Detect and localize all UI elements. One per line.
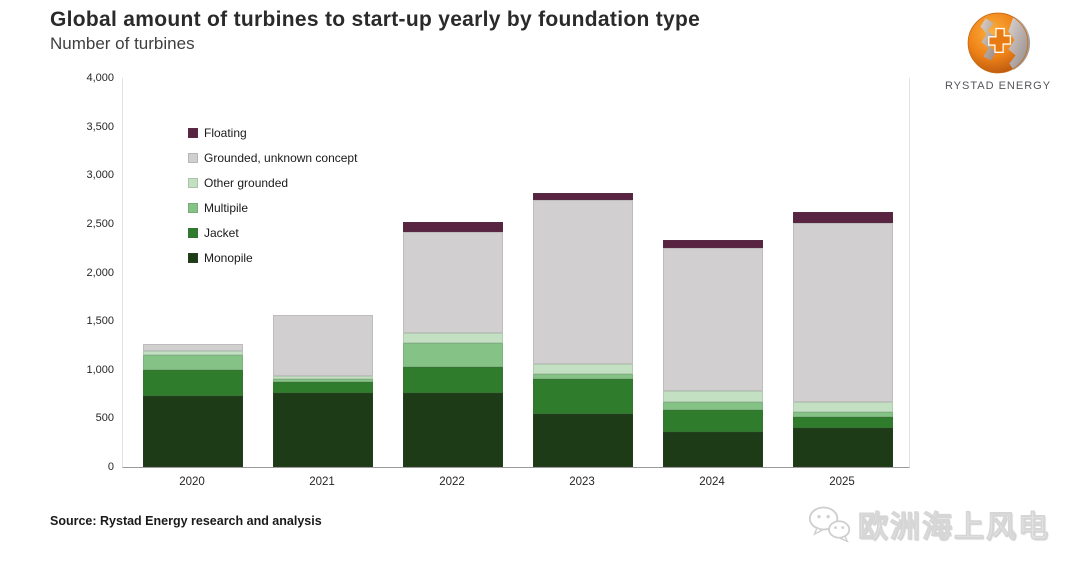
legend-swatch-icon [188, 252, 198, 263]
bar-2023 [533, 78, 633, 467]
bar-2021 [273, 78, 373, 467]
legend-swatch-icon [188, 202, 198, 213]
bar-segment [793, 411, 893, 418]
legend-swatch-icon [188, 227, 198, 238]
bar-segment [663, 240, 763, 249]
y-tick-label: 1,000 [86, 363, 114, 376]
bar-2020 [143, 78, 243, 467]
bar-2024 [663, 78, 763, 467]
page-title: Global amount of turbines to start-up ye… [50, 8, 701, 31]
bar-2025 [793, 78, 893, 467]
source-note: Source: Rystad Energy research and analy… [50, 514, 322, 528]
bar-segment [143, 355, 243, 370]
chart-legend: Floating Grounded, unknown concept Other g… [188, 120, 357, 270]
bar-segment [403, 332, 503, 343]
legend-label: Monopile [204, 250, 253, 265]
y-tick-label: 0 [107, 461, 114, 473]
x-tick-label: 2021 [309, 476, 335, 488]
x-tick-label: 2023 [569, 476, 595, 488]
bar-segment [663, 432, 763, 467]
y-tick-label: 2,500 [86, 217, 114, 230]
legend-item-multipile: Multipile [188, 195, 357, 220]
x-tick-label: 2024 [699, 476, 725, 488]
bar-segment [663, 401, 763, 410]
watermark: 欧洲海上风电 [808, 502, 1050, 546]
legend-label: Other grounded [204, 175, 289, 190]
bar-segment [663, 248, 763, 392]
bar-segment [663, 391, 763, 402]
bar-segment [403, 342, 503, 367]
y-tick-label: 3,000 [86, 169, 114, 182]
logo-wordmark: RYSTAD ENERGY [944, 80, 1052, 92]
rystad-energy-logo: RYSTAD ENERGY [938, 10, 1058, 92]
legend-item-monopile: Monopile [188, 245, 357, 270]
bar-segment [403, 231, 503, 333]
bar-segment [793, 402, 893, 412]
legend-item-floating: Floating [188, 120, 357, 145]
bar-segment [403, 393, 503, 467]
bar-segment [403, 366, 503, 394]
bar-segment [533, 373, 633, 379]
legend-label: Jacket [204, 225, 239, 240]
x-tick-label: 2022 [439, 476, 465, 488]
legend-swatch-icon [188, 127, 198, 138]
y-tick-label: 4,000 [86, 72, 114, 84]
bar-segment [793, 211, 893, 224]
bar-segment [143, 351, 243, 356]
bar-segment [273, 315, 373, 376]
bar-segment [273, 375, 373, 379]
chart-subtitle: Number of turbines [50, 34, 195, 53]
bar-segment [663, 409, 763, 432]
bar-2022 [403, 78, 503, 467]
x-tick-label: 2020 [179, 476, 205, 488]
x-tick-label: 2025 [829, 476, 855, 488]
watermark-text: 欧洲海上风电 [858, 511, 1050, 545]
legend-item-grounded-unknown-concept: Grounded, unknown concept [188, 145, 357, 170]
wechat-icon [808, 506, 851, 543]
chart-plot-area [122, 78, 910, 468]
bar-segment [533, 413, 633, 467]
legend-swatch-icon [188, 152, 198, 163]
rystad-globe-icon [967, 12, 1031, 74]
legend-swatch-icon [188, 177, 198, 188]
bar-segment [533, 192, 633, 200]
y-tick-label: 3,500 [86, 120, 114, 133]
bar-segment [533, 363, 633, 374]
bar-segment [143, 344, 243, 352]
bar-segment [533, 199, 633, 364]
bar-segment [273, 382, 373, 394]
bar-segment [143, 369, 243, 397]
legend-item-other-grounded: Other grounded [188, 170, 357, 195]
bar-segment [793, 428, 893, 467]
bar-segment [273, 393, 373, 467]
y-tick-label: 1,500 [86, 315, 114, 328]
y-tick-label: 500 [95, 412, 114, 425]
bar-segment [533, 378, 633, 414]
legend-label: Floating [204, 125, 247, 140]
legend-label: Multipile [204, 200, 249, 215]
bar-segment [273, 378, 373, 383]
bar-segment [403, 221, 503, 232]
bar-segment [793, 223, 893, 403]
bar-segment [793, 417, 893, 429]
legend-label: Grounded, unknown concept [204, 150, 358, 165]
y-tick-label: 2,000 [86, 266, 114, 279]
bar-segment [143, 396, 243, 467]
legend-item-jacket: Jacket [188, 220, 357, 245]
